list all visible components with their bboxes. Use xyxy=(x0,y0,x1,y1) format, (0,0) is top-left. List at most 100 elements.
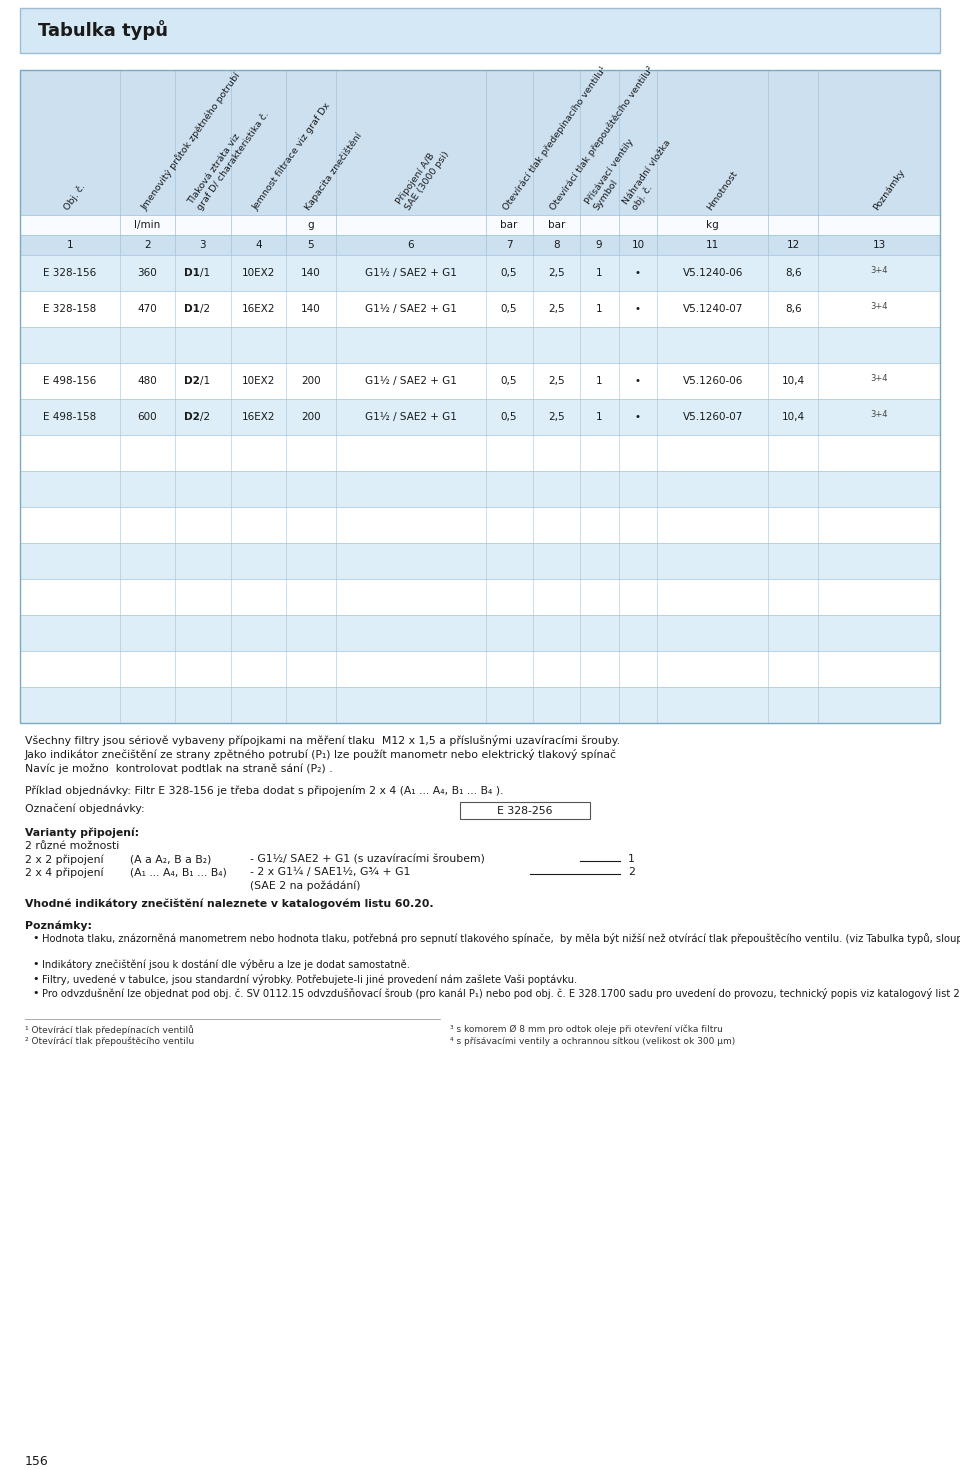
Text: Poznámky:: Poznámky: xyxy=(25,920,92,931)
Text: 11: 11 xyxy=(707,240,719,250)
Text: Kapacita znečištění: Kapacita znečištění xyxy=(303,131,364,212)
Text: Otevírácí tlak předepínacího ventilu¹: Otevírácí tlak předepínacího ventilu¹ xyxy=(502,65,609,212)
Text: G1½ / SAE2 + G1: G1½ / SAE2 + G1 xyxy=(365,268,457,278)
Text: 5: 5 xyxy=(307,240,314,250)
Text: •: • xyxy=(635,304,641,315)
Text: 8,6: 8,6 xyxy=(785,268,802,278)
Bar xyxy=(20,363,940,398)
Text: bar: bar xyxy=(547,220,564,229)
Text: l/min: l/min xyxy=(134,220,160,229)
Text: 0,5: 0,5 xyxy=(501,376,517,387)
Text: /2: /2 xyxy=(200,412,210,422)
Text: V5.1260-06: V5.1260-06 xyxy=(683,376,743,387)
Text: Otevírácí tlak přepouštěcího ventilu²: Otevírácí tlak přepouštěcího ventilu² xyxy=(548,65,656,212)
Text: 200: 200 xyxy=(301,376,321,387)
Text: 156: 156 xyxy=(25,1455,49,1469)
Text: Náhradní vložka
obj. č.: Náhradní vložka obj. č. xyxy=(621,138,682,212)
Text: 12: 12 xyxy=(786,240,800,250)
Text: Hmotnost: Hmotnost xyxy=(706,169,739,212)
Text: 1: 1 xyxy=(596,412,603,422)
Bar xyxy=(460,803,590,819)
Text: 1: 1 xyxy=(596,304,603,315)
Text: D1: D1 xyxy=(184,268,200,278)
Text: (A₁ ... A₄, B₁ ... B₄): (A₁ ... A₄, B₁ ... B₄) xyxy=(130,867,227,878)
Text: V5.1240-07: V5.1240-07 xyxy=(683,304,743,315)
Text: E 328-156: E 328-156 xyxy=(43,268,97,278)
Bar xyxy=(20,398,940,435)
Text: 3+4: 3+4 xyxy=(871,410,888,419)
Text: 2,5: 2,5 xyxy=(548,412,564,422)
Text: V5.1240-06: V5.1240-06 xyxy=(683,268,743,278)
Text: 600: 600 xyxy=(137,412,157,422)
Text: 16EX2: 16EX2 xyxy=(242,304,276,315)
Text: G1½ / SAE2 + G1: G1½ / SAE2 + G1 xyxy=(365,376,457,387)
Text: 0,5: 0,5 xyxy=(501,304,517,315)
Text: 13: 13 xyxy=(873,240,886,250)
Bar xyxy=(20,579,940,614)
Text: E 328-256: E 328-256 xyxy=(497,806,553,816)
Text: Přísávací ventily
Symbol: Přísávací ventily Symbol xyxy=(584,137,644,212)
Text: Obj. č.: Obj. č. xyxy=(62,182,87,212)
Text: Navíc je možno  kontrolovat podtlak na straně sání (P₂) .: Navíc je možno kontrolovat podtlak na st… xyxy=(25,763,332,773)
Text: 7: 7 xyxy=(506,240,513,250)
Bar xyxy=(20,651,940,686)
Text: 0,5: 0,5 xyxy=(501,412,517,422)
Bar xyxy=(20,507,940,542)
Text: Příklad objednávky: Filtr E 328-156 je třeba dodat s připojením 2 x 4 (A₁ ... A₄: Příklad objednávky: Filtr E 328-156 je t… xyxy=(25,785,503,795)
Text: Jemnost filtrace viz graf Dx: Jemnost filtrace viz graf Dx xyxy=(251,101,332,212)
Text: E 328-158: E 328-158 xyxy=(43,304,97,315)
Text: 1: 1 xyxy=(596,268,603,278)
Text: E 498-158: E 498-158 xyxy=(43,412,97,422)
Text: 200: 200 xyxy=(301,412,321,422)
Text: Tlaková ztráta viz
graf D/ charakteristika č.: Tlaková ztráta viz graf D/ charakteristi… xyxy=(186,103,271,212)
Text: •: • xyxy=(32,933,38,942)
Text: 1: 1 xyxy=(596,376,603,387)
Text: Jako indikátor znečištění ze strany zpětného potrubí (P₁) lze použít manometr ne: Jako indikátor znečištění ze strany zpět… xyxy=(25,750,617,760)
Bar xyxy=(20,435,940,470)
Bar xyxy=(20,71,940,723)
Text: •: • xyxy=(32,973,38,983)
Text: 2: 2 xyxy=(628,867,635,878)
Bar xyxy=(20,614,940,651)
Text: Indikátory znečištění jsou k dostání dle výběru a lze je dodat samostatně.: Indikátory znečištění jsou k dostání dle… xyxy=(42,958,410,970)
Text: 10,4: 10,4 xyxy=(781,412,804,422)
Text: G1½ / SAE2 + G1: G1½ / SAE2 + G1 xyxy=(365,304,457,315)
Text: 6: 6 xyxy=(407,240,414,250)
Text: ³ s komorem Ø 8 mm pro odtok oleje při otevření víčka filtru: ³ s komorem Ø 8 mm pro odtok oleje při o… xyxy=(450,1025,723,1035)
Text: kg: kg xyxy=(707,220,719,229)
Text: D2: D2 xyxy=(184,412,200,422)
Text: 1: 1 xyxy=(628,854,635,864)
Bar xyxy=(20,7,940,53)
Text: 3: 3 xyxy=(200,240,206,250)
Text: 2 x 2 připojení: 2 x 2 připojení xyxy=(25,854,104,864)
Text: 4: 4 xyxy=(255,240,262,250)
Text: ¹ Otevírácí tlak předepínacích ventilů: ¹ Otevírácí tlak předepínacích ventilů xyxy=(25,1025,194,1035)
Text: 8,6: 8,6 xyxy=(785,304,802,315)
Bar xyxy=(20,254,940,291)
Text: 2,5: 2,5 xyxy=(548,304,564,315)
Text: 10,4: 10,4 xyxy=(781,376,804,387)
Text: •: • xyxy=(635,268,641,278)
Text: 3+4: 3+4 xyxy=(871,301,888,310)
Text: 140: 140 xyxy=(301,304,321,315)
Text: Označení objednávky:: Označení objednávky: xyxy=(25,803,145,813)
Text: 10: 10 xyxy=(632,240,644,250)
Text: 480: 480 xyxy=(137,376,157,387)
Text: (A a A₂, B a B₂): (A a A₂, B a B₂) xyxy=(130,854,211,864)
Bar xyxy=(20,686,940,723)
Text: 3+4: 3+4 xyxy=(871,266,888,275)
Text: 2: 2 xyxy=(144,240,151,250)
Text: D1: D1 xyxy=(184,304,200,315)
Text: - G1½/ SAE2 + G1 (s uzavíracími šroubem): - G1½/ SAE2 + G1 (s uzavíracími šroubem) xyxy=(250,854,485,864)
Text: •: • xyxy=(635,376,641,387)
Text: /1: /1 xyxy=(200,268,210,278)
Bar xyxy=(20,71,940,215)
Text: G1½ / SAE2 + G1: G1½ / SAE2 + G1 xyxy=(365,412,457,422)
Text: 1: 1 xyxy=(66,240,73,250)
Text: Tabulka typů: Tabulka typů xyxy=(38,21,168,41)
Text: •: • xyxy=(635,412,641,422)
Bar xyxy=(20,542,940,579)
Bar xyxy=(20,215,940,235)
Text: 9: 9 xyxy=(596,240,603,250)
Bar xyxy=(20,291,940,326)
